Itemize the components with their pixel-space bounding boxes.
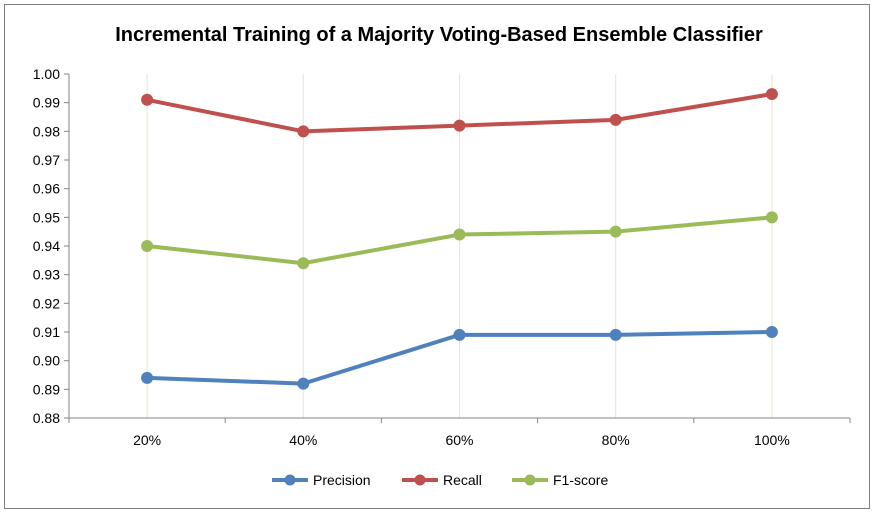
y-tick-label: 0.93 [33, 267, 60, 283]
y-tick-label: 1.00 [33, 66, 60, 82]
data-point-recall [609, 113, 622, 126]
y-tick-label: 0.89 [33, 381, 60, 397]
x-tick-label: 100% [754, 432, 790, 448]
legend-swatch-marker [524, 474, 536, 486]
data-point-recall [141, 93, 154, 106]
x-tick-label: 60% [445, 432, 473, 448]
x-tick-labels: 20% 40% 60% 80% 100% [133, 432, 790, 448]
series [141, 88, 778, 390]
data-point-f1-score [297, 257, 310, 270]
chart-title: Incremental Training of a Majority Votin… [115, 24, 763, 46]
data-point-recall [297, 125, 310, 138]
y-tick-label: 0.99 [33, 95, 60, 111]
legend: Precision Recall F1-score [272, 472, 608, 488]
y-tick-label: 0.88 [33, 410, 60, 426]
legend-item-recall: Recall [402, 472, 482, 488]
legend-swatch-marker [284, 474, 296, 486]
legend-item-precision: Precision [272, 472, 371, 488]
y-tick-label: 0.92 [33, 295, 60, 311]
legend-label: Recall [443, 472, 482, 488]
y-tick-label: 0.90 [33, 353, 60, 369]
legend-item-f1-score: F1-score [512, 472, 608, 488]
data-point-precision [765, 326, 778, 338]
legend-label: F1-score [553, 472, 608, 488]
y-tick-label: 0.94 [33, 238, 60, 254]
y-tick-label: 0.96 [33, 181, 60, 197]
legend-swatch-marker [414, 474, 426, 486]
y-tick-label: 0.97 [33, 152, 60, 168]
data-point-f1-score [141, 240, 154, 252]
data-point-precision [297, 377, 310, 390]
axes [64, 73, 851, 423]
legend-label: Precision [313, 472, 371, 488]
x-tick-label: 20% [133, 432, 161, 448]
data-point-f1-score [765, 211, 778, 224]
data-point-f1-score [453, 228, 466, 241]
y-tick-label: 0.91 [33, 324, 60, 340]
data-point-precision [453, 328, 466, 341]
x-tick-label: 80% [602, 432, 630, 448]
y-tick-labels: 0.88 0.89 0.90 0.91 0.92 0.93 0.94 0.95 0.96 0.97… [33, 66, 60, 426]
data-point-recall [453, 119, 466, 132]
data-point-recall [765, 88, 778, 101]
y-tick-label: 0.98 [33, 123, 60, 139]
x-tick-label: 40% [289, 432, 317, 448]
chart-frame [4, 4, 870, 509]
data-point-f1-score [609, 225, 622, 238]
data-point-precision [609, 328, 622, 341]
data-point-precision [141, 371, 154, 384]
y-tick-label: 0.95 [33, 209, 60, 225]
